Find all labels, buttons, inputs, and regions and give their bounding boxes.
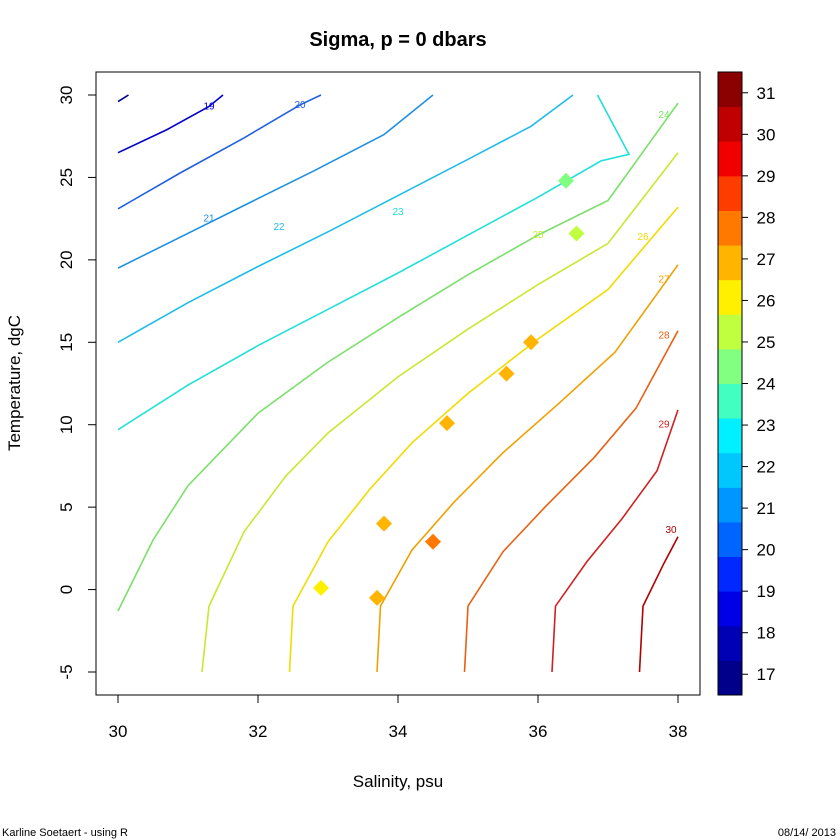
data-point bbox=[568, 225, 585, 242]
x-tick-label: 32 bbox=[249, 722, 268, 741]
colorbar-tick-label: 26 bbox=[757, 291, 776, 310]
colorbar-segment bbox=[718, 106, 742, 142]
contour-label: 24 bbox=[658, 110, 670, 121]
data-point bbox=[313, 579, 329, 596]
colorbar-segment bbox=[718, 660, 742, 696]
contour-label: 25 bbox=[532, 230, 544, 241]
colorbar-tick-label: 31 bbox=[757, 84, 776, 103]
colorbar-segment bbox=[718, 72, 742, 108]
footer-date: 08/14/ 2013 bbox=[778, 827, 836, 839]
y-tick-label: 25 bbox=[57, 168, 76, 187]
contour-lines: 19 20 21 22 23 24 25 26 27 28 29 30 bbox=[117, 94, 679, 673]
colorbar-segment bbox=[718, 591, 742, 627]
colorbar-tick-label: 25 bbox=[757, 333, 776, 352]
colorbar-tick-label: 21 bbox=[757, 499, 776, 518]
colorbar-segment bbox=[718, 175, 742, 211]
colorbar-tick-label: 19 bbox=[757, 582, 776, 601]
colorbar-tick-label: 30 bbox=[757, 125, 776, 144]
colorbar-segment bbox=[718, 452, 742, 488]
data-points bbox=[313, 172, 585, 606]
contour-line bbox=[551, 409, 679, 673]
colorbar-tick-label: 27 bbox=[757, 250, 776, 269]
data-point bbox=[376, 515, 392, 532]
contour-label: 22 bbox=[273, 222, 285, 233]
contour-line bbox=[117, 94, 434, 269]
x-tick-label: 38 bbox=[669, 722, 688, 741]
contour-line bbox=[638, 536, 679, 673]
colorbar-segment bbox=[718, 487, 742, 523]
colorbar-tick-label: 28 bbox=[757, 208, 776, 227]
colorbar-tick-label: 17 bbox=[757, 665, 776, 684]
colorbar-segment bbox=[718, 210, 742, 246]
axes: 30 32 34 36 38 -5 0 5 10 15 20 25 30 bbox=[57, 86, 687, 741]
plot-frame bbox=[95, 71, 701, 696]
contour-label: 19 bbox=[203, 102, 215, 113]
y-tick-label: 0 bbox=[57, 585, 76, 594]
colorbar-segment bbox=[718, 418, 742, 454]
data-point bbox=[439, 415, 455, 432]
y-tick-label: 20 bbox=[57, 250, 76, 269]
contour-line bbox=[117, 94, 574, 343]
contour-line bbox=[117, 94, 129, 103]
contour-label: 29 bbox=[658, 420, 670, 431]
colorbar-segment bbox=[718, 314, 742, 350]
colorbar-tick-label: 20 bbox=[757, 541, 776, 560]
x-axis-label: Salinity, psu bbox=[353, 772, 443, 791]
contour-label: 26 bbox=[637, 232, 649, 243]
colorbar-tick-label: 18 bbox=[757, 624, 776, 643]
colorbar-segment bbox=[718, 141, 742, 177]
colorbar-tick-label: 23 bbox=[757, 416, 776, 435]
contour-line bbox=[117, 102, 679, 612]
colorbar-segment bbox=[718, 625, 742, 661]
colorbar-tick-label: 22 bbox=[757, 458, 776, 477]
colorbar-tick-label: 29 bbox=[757, 167, 776, 186]
y-tick-label: 5 bbox=[57, 502, 76, 511]
chart-title: Sigma, p = 0 dbars bbox=[309, 29, 486, 51]
x-tick-label: 34 bbox=[389, 722, 408, 741]
contour-line bbox=[117, 94, 631, 431]
contour-line bbox=[376, 264, 679, 673]
y-tick-label: -5 bbox=[57, 664, 76, 679]
contour-label: 27 bbox=[658, 275, 670, 286]
colorbar-segment bbox=[718, 348, 742, 384]
colorbar-segment bbox=[718, 556, 742, 592]
y-tick-label: 10 bbox=[57, 415, 76, 434]
x-tick-label: 30 bbox=[109, 722, 128, 741]
colorbar-segment bbox=[718, 383, 742, 419]
y-axis-label: Temperature, dgC bbox=[5, 315, 24, 451]
data-point bbox=[425, 533, 441, 550]
contour-label: 30 bbox=[665, 525, 677, 536]
contour-label: 20 bbox=[294, 100, 306, 111]
contour-line bbox=[117, 94, 224, 154]
data-point bbox=[498, 365, 515, 382]
data-point bbox=[523, 334, 539, 351]
colorbar: 17 18 19 20 21 22 23 24 25 26 27 28 29 30 31 bbox=[717, 71, 776, 696]
contour-label: 28 bbox=[658, 331, 670, 342]
contour-label: 21 bbox=[203, 214, 215, 225]
data-point bbox=[369, 589, 385, 606]
x-tick-label: 36 bbox=[529, 722, 548, 741]
colorbar-segment bbox=[718, 521, 742, 558]
footer-author: Karline Soetaert - using R bbox=[2, 827, 128, 839]
colorbar-tick-label: 24 bbox=[757, 375, 776, 394]
y-tick-label: 30 bbox=[57, 86, 76, 105]
contour-line bbox=[201, 152, 679, 673]
plot-area bbox=[95, 71, 701, 696]
contour-line bbox=[288, 206, 679, 673]
contour-line bbox=[463, 330, 679, 673]
colorbar-segment bbox=[718, 245, 742, 281]
colorbar-segment bbox=[718, 279, 742, 315]
contour-label: 23 bbox=[392, 207, 404, 218]
contour-line bbox=[117, 94, 322, 210]
y-tick-label: 15 bbox=[57, 333, 76, 352]
data-point bbox=[558, 172, 574, 189]
